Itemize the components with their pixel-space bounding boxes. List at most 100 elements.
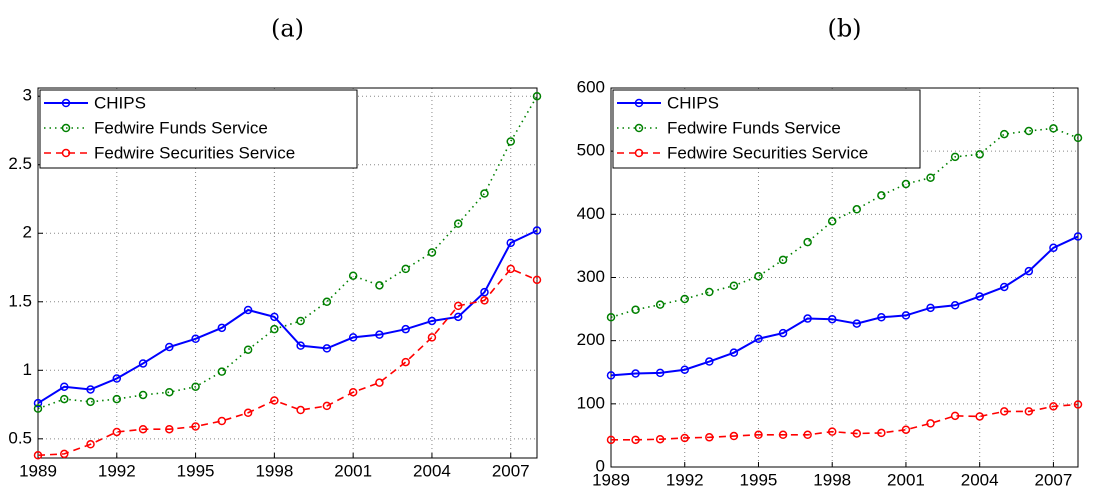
data-point (803, 430, 812, 440)
data-point (827, 314, 837, 324)
data-point (86, 385, 95, 394)
data-point (506, 264, 515, 274)
x-tick-label: 1992 (98, 461, 136, 480)
data-point (427, 316, 437, 326)
x-tick-label: 2001 (887, 470, 925, 489)
data-point (631, 305, 640, 314)
data-point (877, 313, 886, 322)
x-tick-label: 1989 (19, 461, 57, 480)
data-point (827, 217, 837, 226)
data-point (191, 334, 200, 344)
legend-label: Fedwire Securities Service (94, 143, 295, 162)
data-point (778, 430, 788, 440)
data-point (243, 345, 253, 354)
data-point (217, 323, 227, 333)
data-point (375, 378, 384, 387)
data-point (243, 408, 253, 418)
x-tick-label: 2004 (961, 470, 999, 489)
y-tick-label: 0.5 (8, 428, 32, 447)
data-point (1000, 282, 1009, 292)
data-point (606, 435, 616, 445)
chart-title: (b) (827, 15, 861, 43)
series-line (610, 127, 1079, 319)
x-tick-label: 1998 (255, 461, 293, 480)
data-point (950, 411, 960, 421)
legend-marker (61, 123, 71, 133)
series-line (37, 229, 538, 405)
data-point (852, 319, 862, 328)
data-point (1049, 243, 1058, 253)
data-point (705, 287, 714, 297)
y-tick-label: 200 (577, 330, 605, 349)
x-tick-label: 1992 (666, 470, 704, 489)
y-tick-label: 100 (577, 393, 605, 412)
data-point (401, 357, 410, 367)
data-point (60, 449, 69, 459)
data-point (112, 374, 122, 383)
data-point (877, 428, 886, 438)
y-tick-label: 1 (23, 360, 32, 379)
data-point (138, 424, 148, 434)
data-point (217, 416, 227, 426)
y-tick-label: 0 (596, 456, 605, 475)
x-tick-label: 2007 (492, 461, 530, 480)
data-point (1073, 232, 1083, 241)
data-point (453, 312, 463, 322)
x-tick-label: 1998 (813, 470, 851, 489)
data-point (532, 226, 542, 235)
y-tick-label: 1.5 (8, 291, 32, 310)
data-point (296, 405, 305, 415)
data-point (33, 398, 43, 408)
data-point (705, 433, 714, 442)
x-tick-label: 1995 (177, 461, 215, 480)
x-tick-label: 1995 (740, 470, 778, 489)
chart-title: (a) (271, 15, 304, 43)
data-point (375, 330, 384, 339)
data-point (680, 365, 689, 374)
data-point (1024, 126, 1034, 136)
data-point (532, 275, 542, 285)
data-point (606, 313, 616, 322)
y-tick-label: 600 (577, 77, 605, 96)
legend-label: Fedwire Funds Service (667, 118, 841, 137)
y-tick-label: 3 (23, 86, 32, 105)
data-point (270, 324, 279, 334)
series-line (37, 267, 538, 457)
data-point (950, 301, 960, 310)
x-tick-label: 2007 (1035, 470, 1073, 489)
data-point (631, 435, 640, 445)
data-point (191, 422, 200, 431)
data-point (1073, 133, 1083, 143)
data-point (506, 238, 515, 248)
data-point (975, 292, 984, 301)
data-point (348, 271, 358, 280)
data-point (1049, 402, 1058, 411)
data-point (138, 359, 148, 368)
data-point (655, 300, 665, 309)
data-point (191, 382, 200, 391)
legend-box (612, 89, 921, 169)
data-point (1024, 266, 1034, 276)
plot-frame (610, 87, 1079, 468)
y-tick-label: 300 (577, 267, 605, 286)
data-point (754, 271, 763, 281)
data-point (877, 191, 886, 200)
legend-label: CHIPS (667, 93, 719, 112)
data-point (165, 387, 174, 397)
plot-frame (37, 87, 538, 459)
legend-label: CHIPS (94, 93, 146, 112)
data-point (532, 91, 542, 101)
data-point (655, 368, 665, 378)
legend-marker (61, 98, 71, 108)
data-point (348, 387, 358, 397)
y-tick-label: 2.5 (8, 154, 32, 173)
data-point (729, 348, 739, 357)
legend-marker (61, 148, 71, 158)
data-point (901, 179, 911, 189)
data-point (631, 369, 640, 378)
data-point (60, 394, 69, 404)
data-point (217, 367, 227, 376)
data-point (729, 281, 739, 290)
y-tick-label: 500 (577, 141, 605, 160)
